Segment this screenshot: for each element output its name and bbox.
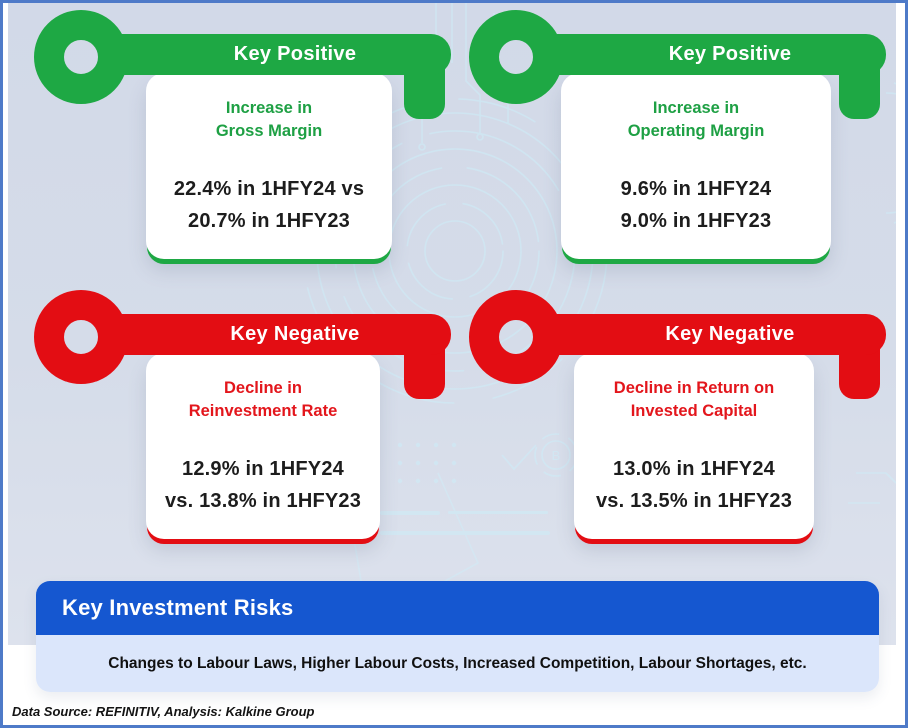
metric-value: 9.6% in 1HFY24 9.0% in 1HFY23: [621, 173, 772, 237]
metric-value: 22.4% in 1HFY24 vs 20.7% in 1HFY23: [174, 173, 364, 237]
metric-title-line2: Operating Margin: [627, 121, 765, 140]
svg-text:B: B: [552, 448, 561, 463]
metric-value-line1: 12.9% in 1HFY24: [182, 457, 344, 480]
key-negative-label: Key Negative: [665, 323, 795, 345]
key-positive-label: Key Positive: [233, 43, 357, 65]
metric-value-line1: 13.0% in 1HFY24: [613, 457, 775, 480]
metric-title-line2: Invested Capital: [630, 401, 758, 420]
metric-card: Increase in Operating Margin 9.6% in 1HF…: [561, 73, 831, 259]
metric-card: Increase in Gross Margin 22.4% in 1HFY24…: [146, 73, 392, 259]
metric-value-line2: vs. 13.8% in 1HFY23: [164, 489, 362, 512]
metric-title: Decline in Return on Invested Capital: [614, 377, 774, 423]
key-positive-block-gross-margin: Key Positive Increase in Gross Margin 22…: [31, 7, 451, 267]
metric-title-line1: Increase in: [652, 99, 740, 117]
key-negative-label: Key Negative: [230, 323, 360, 345]
metric-title: Increase in Operating Margin: [628, 97, 765, 143]
metric-card: Decline in Reinvestment Rate 12.9% in 1H…: [146, 353, 380, 539]
risks-title: Key Investment Risks: [62, 595, 294, 620]
key-positive-block-operating-margin: Key Positive Increase in Operating Margi…: [466, 7, 886, 267]
risks-body: Changes to Labour Laws, Higher Labour Co…: [36, 635, 879, 692]
metric-title-line1: Increase in: [225, 99, 313, 117]
key-tooth-icon: [839, 67, 880, 119]
key-negative-block-reinvestment-rate: Key Negative Decline in Reinvestment Rat…: [31, 287, 451, 547]
metric-value-line2: vs. 13.5% in 1HFY23: [595, 489, 793, 512]
risks-header: Key Investment Risks: [36, 581, 879, 635]
metric-card: Decline in Return on Invested Capital 13…: [574, 353, 814, 539]
metric-value: 13.0% in 1HFY24 vs. 13.5% in 1HFY23: [596, 453, 792, 517]
metric-value-line1: 9.6% in 1HFY24: [620, 177, 772, 200]
metric-value-line2: 9.0% in 1HFY23: [620, 209, 772, 232]
metric-value-line1: 22.4% in 1HFY24 vs: [173, 177, 365, 200]
metric-title-line2: Reinvestment Rate: [188, 401, 338, 420]
metric-title-line1: Decline in: [224, 379, 302, 397]
key-shaft: Key Negative: [544, 314, 886, 355]
key-negative-block-return-on-invested-capital: Key Negative Decline in Return on Invest…: [466, 287, 886, 547]
risks-section: Key Investment Risks Changes to Labour L…: [36, 581, 879, 692]
metric-title: Increase in Gross Margin: [216, 97, 322, 143]
key-shaft: Key Positive: [109, 34, 451, 75]
metric-value: 12.9% in 1HFY24 vs. 13.8% in 1HFY23: [165, 453, 361, 517]
metric-value-line2: 20.7% in 1HFY23: [188, 209, 350, 232]
key-positive-label: Key Positive: [668, 43, 792, 65]
metric-title: Decline in Reinvestment Rate: [189, 377, 338, 423]
metric-title-line1: Decline in Return on: [613, 379, 775, 397]
key-tooth-icon: [404, 347, 445, 399]
data-source-note: Data Source: REFINITIV, Analysis: Kalkin…: [12, 704, 315, 719]
key-shaft: Key Negative: [109, 314, 451, 355]
key-tooth-icon: [404, 67, 445, 119]
key-tooth-icon: [839, 347, 880, 399]
key-shaft: Key Positive: [544, 34, 886, 75]
metric-title-line2: Gross Margin: [215, 121, 323, 140]
